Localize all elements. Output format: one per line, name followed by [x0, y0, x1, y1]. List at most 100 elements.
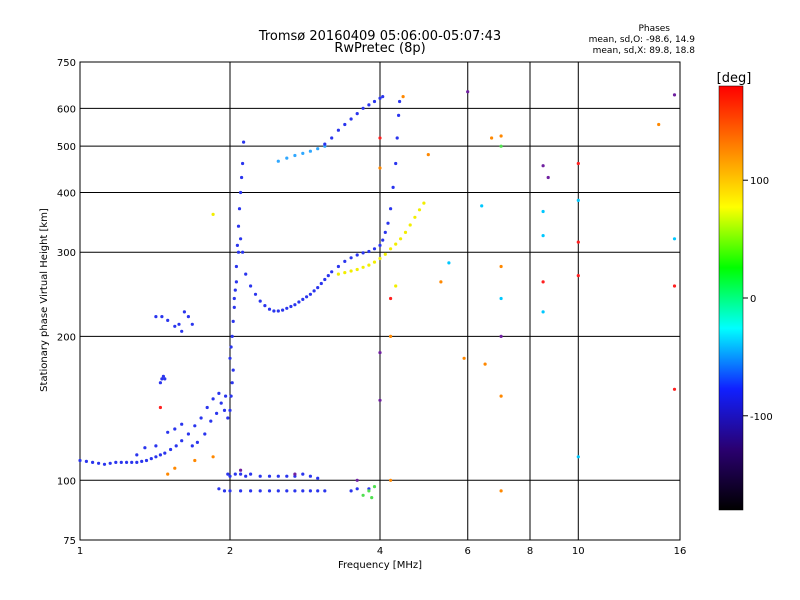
data-point — [163, 377, 167, 381]
data-point — [308, 149, 312, 153]
chart-title: Tromsø 20160409 05:06:00-05:07:43 — [258, 29, 501, 44]
data-point — [389, 296, 393, 301]
data-point — [316, 286, 320, 290]
y-tick-label: 500 — [57, 142, 76, 153]
data-point — [389, 207, 393, 211]
data-point — [239, 468, 243, 472]
data-point — [330, 136, 334, 140]
data-point — [378, 166, 382, 170]
data-point — [312, 289, 316, 293]
data-point — [276, 489, 280, 493]
data-point — [233, 288, 237, 292]
data-point — [361, 265, 365, 269]
data-point — [285, 489, 289, 493]
y-axis-ticks: 75 100 200 300 400 500 600 750 — [57, 58, 76, 547]
data-point — [163, 451, 167, 455]
data-point — [239, 472, 243, 476]
data-point — [211, 212, 215, 216]
data-point — [343, 122, 347, 127]
data-point — [289, 304, 293, 309]
data-point — [239, 190, 243, 195]
data-point — [657, 122, 661, 127]
data-point — [267, 307, 272, 311]
data-point — [263, 304, 267, 308]
y-tick-label: 200 — [57, 332, 76, 343]
data-point — [186, 432, 190, 436]
data-point — [193, 424, 197, 428]
data-point — [244, 272, 248, 276]
data-point — [125, 460, 129, 464]
data-point — [301, 489, 305, 493]
data-point — [209, 419, 213, 423]
data-point — [499, 489, 503, 493]
data-point — [233, 472, 237, 476]
data-point — [672, 237, 677, 241]
data-point — [330, 270, 334, 274]
data-point — [480, 204, 484, 208]
data-point — [672, 387, 677, 391]
data-point — [576, 198, 580, 202]
data-point — [276, 309, 280, 313]
data-point — [462, 356, 466, 360]
data-point — [241, 161, 245, 166]
data-point — [249, 472, 253, 476]
data-point — [229, 394, 233, 398]
data-point — [193, 458, 197, 463]
data-point — [490, 136, 494, 140]
data-point — [258, 489, 262, 493]
data-point — [319, 281, 323, 286]
x-tick-label: 2 — [227, 546, 233, 557]
data-point — [541, 310, 545, 314]
data-point — [466, 90, 470, 94]
data-point — [154, 315, 158, 319]
data-point — [672, 93, 677, 97]
data-point — [367, 489, 371, 493]
colorbar-ticks: 100 0 -100 — [743, 176, 773, 423]
data-point — [378, 351, 382, 355]
data-point — [228, 408, 232, 412]
data-point — [389, 478, 393, 482]
data-point — [378, 243, 382, 247]
data-point — [355, 253, 359, 257]
data-point — [372, 260, 377, 264]
data-point — [326, 274, 330, 278]
data-point — [386, 221, 390, 225]
data-point — [499, 296, 503, 301]
colorbar-label: [deg] — [717, 71, 752, 86]
data-point — [349, 269, 353, 273]
data-point — [293, 472, 297, 476]
data-point — [383, 230, 387, 234]
data-point — [182, 310, 186, 314]
data-point — [190, 322, 194, 326]
data-point — [576, 274, 580, 278]
data-point — [394, 242, 398, 246]
data-point — [499, 134, 503, 138]
y-axis-label: Stationary phase Virtual Height [km] — [39, 208, 50, 392]
data-point — [258, 474, 262, 478]
data-points — [78, 90, 677, 500]
data-point — [242, 140, 246, 144]
data-point — [169, 447, 173, 452]
data-point — [114, 460, 118, 464]
data-point — [417, 208, 422, 212]
colorbar-tick-label: 100 — [750, 176, 769, 187]
data-point — [378, 96, 382, 100]
data-point — [372, 485, 377, 489]
data-point — [381, 95, 385, 99]
data-point — [439, 280, 443, 284]
data-point — [130, 460, 134, 464]
data-point — [372, 247, 377, 251]
data-point — [249, 284, 253, 288]
data-point — [97, 461, 101, 465]
data-point — [316, 147, 320, 151]
data-point — [355, 487, 359, 491]
data-point — [323, 142, 327, 146]
data-point — [219, 401, 223, 405]
data-point — [541, 280, 545, 284]
data-point — [483, 362, 487, 366]
data-point — [231, 319, 235, 323]
data-point — [135, 460, 139, 464]
data-point — [217, 487, 221, 491]
data-point — [241, 250, 245, 254]
colorbar-gradient — [718, 85, 744, 511]
